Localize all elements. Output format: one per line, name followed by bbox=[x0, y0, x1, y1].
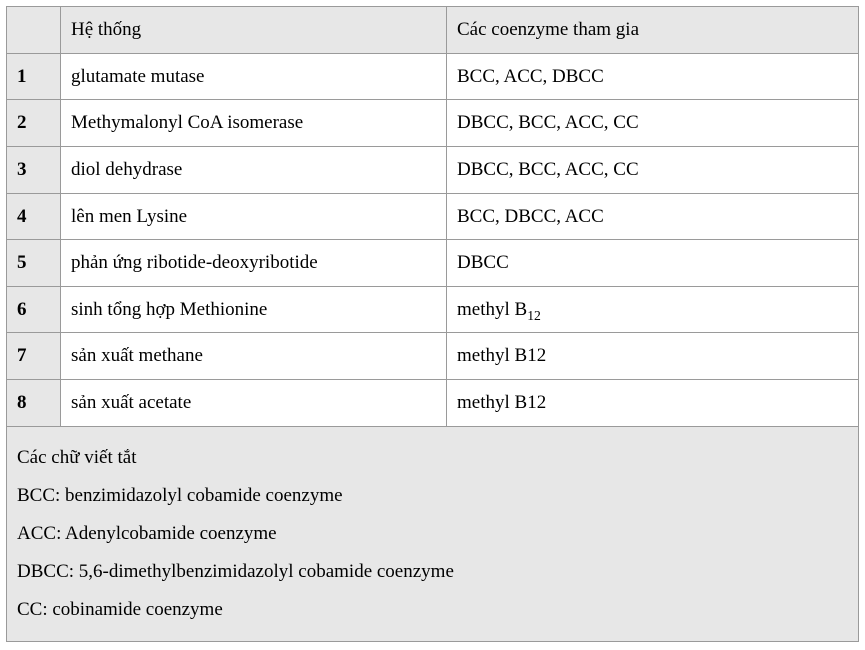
row-coenzymes: methyl B12 bbox=[447, 380, 859, 427]
row-coenzymes: BCC, DBCC, ACC bbox=[447, 193, 859, 240]
row-system: sinh tổng hợp Methionine bbox=[61, 286, 447, 333]
row-coenzymes: DBCC, BCC, ACC, CC bbox=[447, 100, 859, 147]
row-system: diol dehydrase bbox=[61, 146, 447, 193]
header-system: Hệ thống bbox=[61, 7, 447, 54]
row-system: sản xuất methane bbox=[61, 333, 447, 380]
table-row: 2Methymalonyl CoA isomeraseDBCC, BCC, AC… bbox=[7, 100, 859, 147]
row-system: Methymalonyl CoA isomerase bbox=[61, 100, 447, 147]
table-header-row: Hệ thống Các coenzyme tham gia bbox=[7, 7, 859, 54]
row-number: 1 bbox=[7, 53, 61, 100]
table-row: 3diol dehydraseDBCC, BCC, ACC, CC bbox=[7, 146, 859, 193]
abbreviations-cell: Các chữ viết tắtBCC: benzimidazolyl coba… bbox=[7, 426, 859, 641]
row-system: sản xuất acetate bbox=[61, 380, 447, 427]
table-row: 7sản xuất methanemethyl B12 bbox=[7, 333, 859, 380]
row-number: 7 bbox=[7, 333, 61, 380]
row-coenzymes: DBCC bbox=[447, 240, 859, 287]
table-footer-row: Các chữ viết tắtBCC: benzimidazolyl coba… bbox=[7, 426, 859, 641]
table-body: Hệ thống Các coenzyme tham gia 1glutamat… bbox=[7, 7, 859, 642]
coenzyme-table: Hệ thống Các coenzyme tham gia 1glutamat… bbox=[6, 6, 859, 642]
row-number: 3 bbox=[7, 146, 61, 193]
row-number: 2 bbox=[7, 100, 61, 147]
table-row: 8sản xuất acetatemethyl B12 bbox=[7, 380, 859, 427]
table-row: 1glutamate mutaseBCC, ACC, DBCC bbox=[7, 53, 859, 100]
table-row: 5phản ứng ribotide-deoxyribotideDBCC bbox=[7, 240, 859, 287]
row-number: 8 bbox=[7, 380, 61, 427]
header-coenzymes: Các coenzyme tham gia bbox=[447, 7, 859, 54]
row-number: 6 bbox=[7, 286, 61, 333]
row-system: lên men Lysine bbox=[61, 193, 447, 240]
row-coenzymes: methyl B12 bbox=[447, 286, 859, 333]
row-coenzymes: methyl B12 bbox=[447, 333, 859, 380]
header-blank bbox=[7, 7, 61, 54]
row-number: 5 bbox=[7, 240, 61, 287]
row-system: glutamate mutase bbox=[61, 53, 447, 100]
row-coenzymes: DBCC, BCC, ACC, CC bbox=[447, 146, 859, 193]
table-row: 4lên men LysineBCC, DBCC, ACC bbox=[7, 193, 859, 240]
row-number: 4 bbox=[7, 193, 61, 240]
row-system: phản ứng ribotide-deoxyribotide bbox=[61, 240, 447, 287]
row-coenzymes: BCC, ACC, DBCC bbox=[447, 53, 859, 100]
table-row: 6sinh tổng hợp Methioninemethyl B12 bbox=[7, 286, 859, 333]
